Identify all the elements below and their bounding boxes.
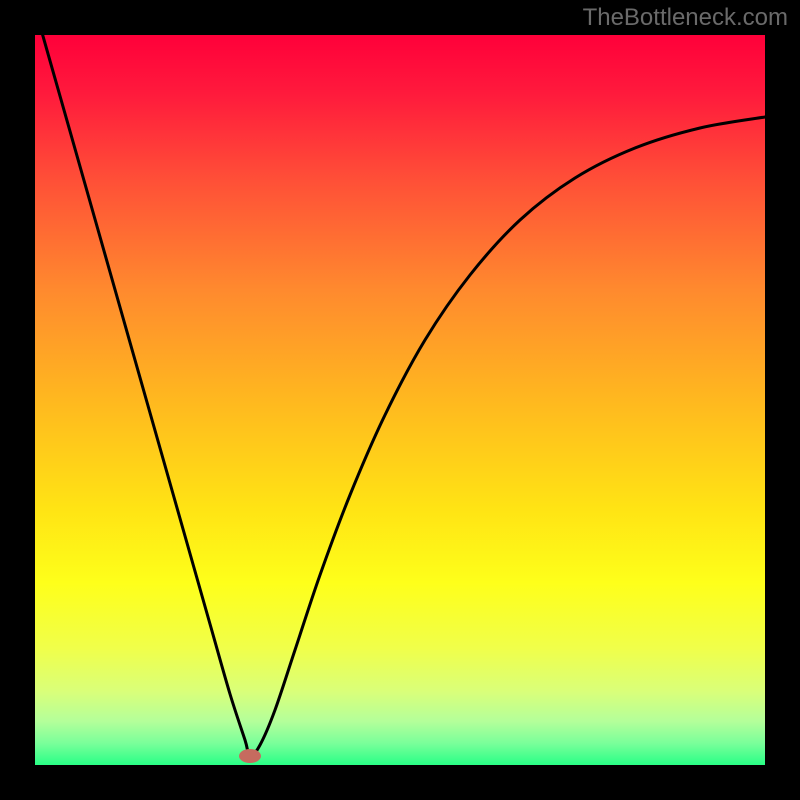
bottleneck-chart-svg bbox=[0, 0, 800, 800]
chart-container: TheBottleneck.com bbox=[0, 0, 800, 800]
plot-background bbox=[35, 35, 765, 765]
watermark-text: TheBottleneck.com bbox=[583, 4, 788, 32]
bottleneck-marker bbox=[239, 749, 261, 763]
